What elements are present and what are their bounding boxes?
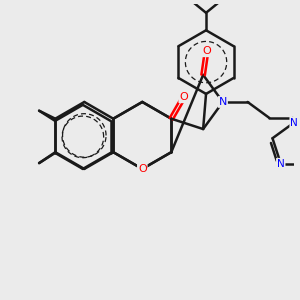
Text: N: N <box>277 159 285 169</box>
Text: O: O <box>179 92 188 102</box>
Text: O: O <box>202 46 211 56</box>
Text: N: N <box>290 118 298 128</box>
Text: N: N <box>219 97 227 107</box>
Text: O: O <box>138 164 147 174</box>
